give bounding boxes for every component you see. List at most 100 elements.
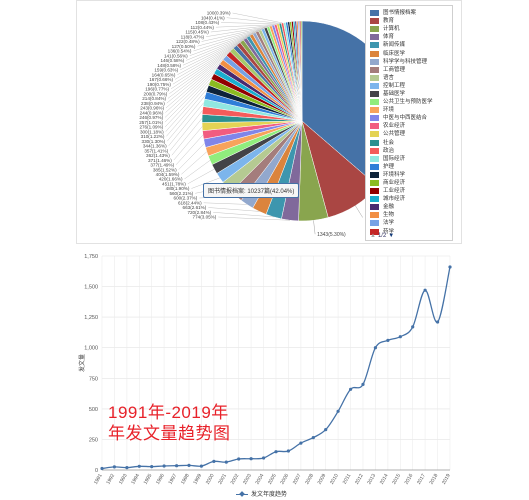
legend-swatch [370, 228, 379, 235]
legend-item[interactable]: 工业经济 [370, 187, 452, 195]
y-tick-label: 1,500 [84, 285, 98, 291]
pie-data-label: 141(0.56%) [164, 53, 188, 58]
pie-data-label: 257(1.01%) [139, 120, 163, 125]
pie-label-connector [165, 61, 222, 113]
pie-label-connector [169, 110, 203, 151]
legend-item[interactable]: 环境科学 [370, 171, 452, 179]
pie-label-connector [177, 36, 249, 75]
legend-label: 工业经济 [383, 188, 406, 195]
pie-data-label: 246(0.97%) [139, 115, 163, 120]
legend-item[interactable]: 护理 [370, 163, 452, 171]
legend-item[interactable]: 城市经济 [370, 195, 452, 203]
legend-item[interactable]: 新闻传媒 [370, 41, 452, 49]
legend-item[interactable]: 中医与中西医结合 [370, 114, 452, 122]
x-tick-label: 2012 [354, 473, 365, 486]
legend-label: 城市经济 [383, 196, 406, 203]
legend-item[interactable]: 法学 [370, 219, 452, 227]
data-point [175, 464, 179, 468]
pie-data-label: 420(1.66%) [159, 177, 183, 182]
pie-label-connector [178, 143, 205, 170]
pie-label-connector [193, 28, 263, 52]
data-point [436, 320, 440, 324]
legend-label: 图书情报档案 [383, 10, 417, 17]
pie-label-connector [180, 34, 252, 71]
legend-item[interactable]: 临床医学 [370, 49, 452, 57]
legend-item[interactable]: 工商管理 [370, 66, 452, 74]
pie-data-label: 600(2.37%) [174, 196, 198, 201]
pie-label-connector [355, 205, 363, 218]
legend-swatch [370, 107, 379, 114]
legend-item[interactable]: 语言 [370, 74, 452, 82]
legend-item[interactable]: 体育 [370, 33, 452, 41]
pie-label-connector [168, 102, 204, 146]
legend-label: 政治 [383, 147, 395, 154]
x-tick-label: 2002 [230, 473, 241, 486]
pie-data-label: 404(1.59%) [156, 172, 180, 177]
data-point [373, 346, 377, 350]
legend-swatch [370, 155, 379, 162]
legend-swatch [370, 115, 379, 122]
legend-pager[interactable]: ▲ 1/2 ▼ [370, 233, 394, 239]
legend-label: 临床医学 [383, 50, 406, 57]
pie-legend[interactable]: 图书情报档案 教育 计算机 体育 新闻传媒 临床医学 科学学与科技管理 工商管理 语言 控制工程基… [365, 5, 453, 241]
pager-down-icon[interactable]: ▼ [388, 233, 395, 239]
pie-data-label: 344(1.36%) [143, 144, 167, 149]
pie-data-label: 167(0.66%) [149, 77, 173, 82]
legend-label: 法学 [383, 220, 395, 227]
legend-item[interactable]: 金融 [370, 203, 452, 211]
pie-data-label: 244(0.96%) [140, 110, 164, 115]
data-point [386, 338, 390, 342]
series-marker-icon [236, 491, 248, 497]
pie-label-connector [181, 151, 207, 175]
legend-item[interactable]: 基础医学 [370, 90, 452, 98]
legend-item[interactable]: 公共卫生与预防医学 [370, 98, 452, 106]
pie-label-connector [208, 207, 260, 212]
pie-label-connector [175, 134, 204, 165]
line-legend[interactable]: 发文年度趋势 [236, 489, 287, 498]
x-tick-label: 1995 [143, 473, 154, 486]
legend-item[interactable]: 控制工程 [370, 82, 452, 90]
legend-label: 新闻传媒 [383, 42, 406, 49]
legend-item[interactable]: 图书情报档案 [370, 9, 452, 17]
legend-item[interactable]: 药学 [370, 228, 452, 236]
data-point [224, 460, 228, 464]
legend-item[interactable]: 农业经济 [370, 122, 452, 130]
legend-item[interactable]: 国际经济 [370, 155, 452, 163]
pie-data-label: 100(0.39%) [207, 11, 231, 16]
pie-data-label: 146(0.58%) [160, 58, 184, 63]
x-tick-label: 1999 [192, 473, 203, 486]
x-tick-label: 2007 [292, 473, 303, 486]
x-tick-label: 1996 [155, 473, 166, 486]
pie-data-label: 238(0.94%) [141, 101, 165, 106]
legend-label: 公共卫生与预防医学 [383, 99, 433, 106]
pie-label-connector [173, 126, 203, 161]
x-tick-label: 2005 [267, 473, 278, 486]
x-tick-label: 2018 [429, 473, 440, 486]
pie-label-connector [203, 202, 247, 205]
caption-line-1: 1991年-2019年 [108, 403, 229, 422]
x-tick-label: 1991 [93, 473, 104, 486]
data-point [411, 325, 415, 329]
pie-data-label: 200(0.79%) [144, 91, 168, 96]
legend-item[interactable]: 政治 [370, 147, 452, 155]
pie-data-label: 148(0.58%) [157, 63, 181, 68]
pager-up-icon[interactable]: ▲ [370, 233, 376, 239]
pie-data-label: 560(2.21%) [169, 191, 193, 196]
legend-list: 图书情报档案 教育 计算机 体育 新闻传媒 临床医学 科学学与科技管理 工商管理 语言 控制工程基… [366, 6, 452, 236]
pie-label-connector [187, 168, 215, 184]
legend-item[interactable]: 教育 [370, 17, 452, 25]
legend-item[interactable]: 社会 [370, 139, 452, 147]
pie-data-label: 122(0.48%) [176, 39, 200, 44]
legend-swatch [370, 196, 379, 203]
legend-item[interactable]: 计算机 [370, 25, 452, 33]
pie-data-label: 451(1.78%) [162, 182, 186, 187]
pie-label-connector [186, 31, 258, 61]
legend-item[interactable]: 生物 [370, 211, 452, 219]
legend-item[interactable]: 商业经济 [370, 179, 452, 187]
legend-item[interactable]: 公共管理 [370, 130, 452, 138]
legend-swatch [370, 42, 379, 49]
pie-label-connector [215, 24, 276, 28]
legend-item[interactable]: 科学学与科技管理 [370, 58, 452, 66]
legend-item[interactable]: 环境 [370, 106, 452, 114]
pie-data-label: 663(2.61%) [183, 205, 207, 210]
